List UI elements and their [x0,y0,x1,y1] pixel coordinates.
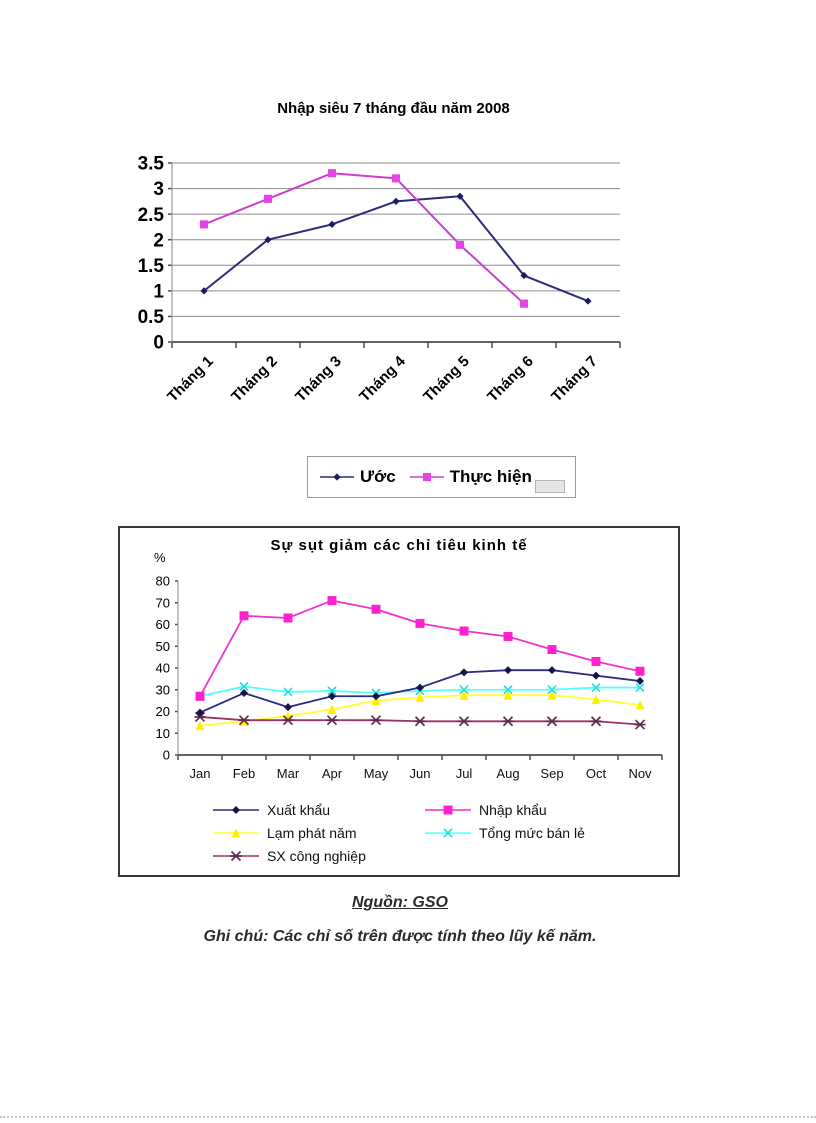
diamond-marker-icon [213,806,259,814]
legend-item-xuat-khau: Xuất khẩu [213,800,425,820]
svg-text:60: 60 [156,617,170,632]
series-sx-cong-nghiep [194,711,646,730]
svg-text:Apr: Apr [322,766,343,781]
legend-label: Nhập khẩu [479,802,547,818]
legend-item-tong-muc-ban-le: Tổng mức bán lẻ [425,823,665,843]
legend-label: Thực hiện [449,467,532,486]
svg-text:3.5: 3.5 [138,154,165,175]
svg-text:Jun: Jun [410,766,431,781]
series-uoc [200,192,592,305]
trade-deficit-legend: Ước Thực hiện [307,456,576,498]
legend-item-uoc: Ước [320,467,396,487]
svg-text:3: 3 [153,179,164,200]
svg-text:Tháng 4: Tháng 4 [356,352,409,405]
series-thuc-hien [199,169,529,308]
svg-text:1: 1 [153,282,164,303]
svg-text:2.5: 2.5 [138,205,165,226]
svg-text:Jul: Jul [456,766,473,781]
diamond-marker-icon [320,473,354,481]
svg-text:0: 0 [153,333,164,354]
economic-indicators-chart-frame: 0 10 20 30 40 50 60 70 80 Jan Feb Mar Apr May Jun Jul Au… [118,526,680,877]
svg-text:Tháng 2: Tháng 2 [228,353,281,406]
x-axis-labels: Jan Feb Mar Apr May Jun Jul Aug Sep Oct Nov [190,766,653,781]
svg-text:20: 20 [156,704,170,719]
legend-label: Lạm phát năm [267,825,357,841]
svg-text:Tháng 1: Tháng 1 [164,353,217,406]
svg-text:Oct: Oct [586,766,607,781]
legend-label: Tổng mức bán lẻ [479,825,585,841]
page-bottom-divider [0,1116,816,1118]
legend-item-sx-cong-nghiep: SX công nghiệp [213,846,425,866]
square-marker-icon [425,805,471,815]
svg-text:Tháng 3: Tháng 3 [292,353,345,406]
footnote: Ghi chú: Các chỉ số trên được tính theo … [203,928,597,945]
legend-label: Xuất khẩu [267,802,331,818]
svg-text:10: 10 [156,726,170,741]
legend-item-thuc-hien: Thực hiện [409,467,532,487]
series-xuat-khau [196,666,644,717]
source-note: Nguồn: GSO [352,894,448,911]
y-axis-unit-label: % [154,550,166,565]
svg-text:80: 80 [156,574,170,589]
legend-item-nhap-khau: Nhập khẩu [425,800,665,820]
svg-text:Feb: Feb [233,766,255,781]
svg-text:1.5: 1.5 [138,256,165,277]
series-nhap-khau [195,596,645,701]
svg-text:Sep: Sep [540,766,563,781]
svg-text:Aug: Aug [496,766,519,781]
svg-text:70: 70 [156,595,170,610]
star-marker-icon [213,850,259,862]
x-axis-labels: Tháng 1 Tháng 2 Tháng 3 Tháng 4 Tháng 5 Tháng… [164,352,601,405]
axes: 0 0.5 1 1.5 2 2.5 3 3.5 [138,154,621,354]
svg-text:Jan: Jan [190,766,211,781]
square-marker-icon [409,472,444,482]
svg-text:40: 40 [156,661,170,676]
svg-text:50: 50 [156,639,170,654]
economic-indicators-plot: 0 10 20 30 40 50 60 70 80 Jan Feb Mar Apr May Jun Jul Au… [156,574,663,781]
svg-text:Tháng 5: Tháng 5 [420,353,473,406]
bottom-chart-title: Sự sụt giảm các chỉ tiêu kinh tế [270,537,528,554]
triangle-marker-icon [213,828,259,838]
svg-text:0.5: 0.5 [138,307,165,328]
svg-text:Mar: Mar [277,766,300,781]
svg-text:30: 30 [156,682,170,697]
svg-text:Nov: Nov [628,766,652,781]
svg-text:0: 0 [163,748,170,763]
legend-items: Ước Thực hiện [320,467,532,487]
svg-text:2: 2 [153,230,164,251]
top-chart-title: Nhập siêu 7 tháng đầu năm 2008 [277,100,510,117]
economic-indicators-legend: Xuất khẩu Nhập khẩu Lạm phát năm Tổng mức b… [213,800,665,866]
legend-label: Ước [360,467,396,486]
svg-text:Tháng 6: Tháng 6 [484,353,537,406]
legend-item-lam-phat-nam: Lạm phát năm [213,823,425,843]
svg-text:Tháng 7: Tháng 7 [548,353,601,406]
x-marker-icon [425,828,471,838]
watermark-stamp [534,479,565,493]
axes: 0 10 20 30 40 50 60 70 80 [156,574,663,763]
series-lam-phat-nam [195,690,645,731]
legend-label: SX công nghiệp [267,848,366,864]
svg-text:May: May [364,766,389,781]
